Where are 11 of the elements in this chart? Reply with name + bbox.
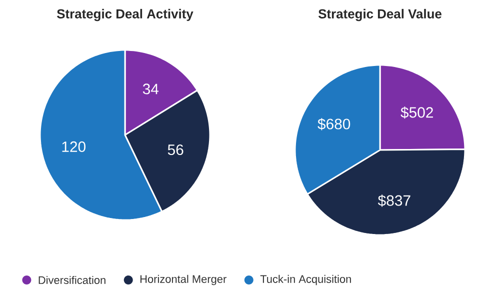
data-label: 56 [168, 144, 184, 156]
chart-title: Strategic Deal Activity [56, 8, 194, 22]
data-label: $680 [318, 118, 350, 130]
data-label: 120 [62, 141, 86, 152]
data-label: $837 [378, 194, 410, 207]
chart-title: Strategic Deal Value [318, 8, 442, 22]
data-label: 34 [142, 84, 159, 94]
legend-label: Diversification [38, 276, 106, 284]
legend-label: Tuck-in Acquisition [260, 274, 351, 286]
data-label: $502 [400, 106, 433, 119]
legend-label: Horizontal Merger [140, 274, 226, 286]
